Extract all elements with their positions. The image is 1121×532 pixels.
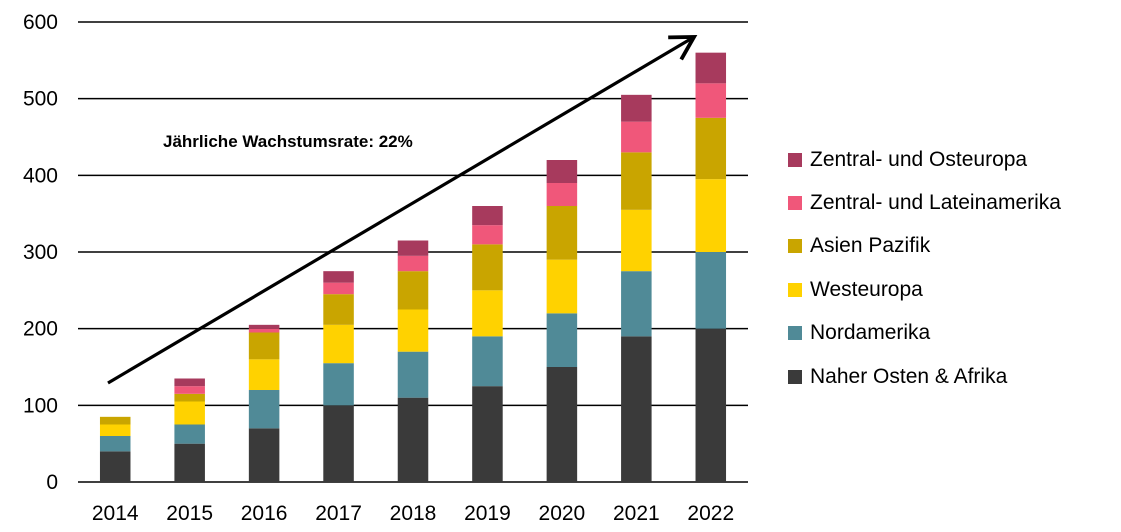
- bar-segment: [248, 324, 280, 329]
- bar-segment: [472, 225, 503, 245]
- x-tick-label: 2018: [390, 502, 437, 525]
- x-tick-label: 2015: [166, 502, 213, 525]
- bar-segment: [695, 328, 727, 482]
- bar-segment: [546, 367, 578, 482]
- bar-segment: [99, 416, 131, 425]
- bar-segment: [621, 152, 652, 210]
- bar-segment: [248, 328, 280, 333]
- legend-label: Naher Osten & Afrika: [810, 364, 1008, 388]
- legend-swatch: [788, 326, 802, 341]
- x-tick-label: 2019: [464, 502, 511, 525]
- bar-segment: [621, 94, 652, 122]
- bar-segment: [248, 359, 280, 390]
- y-tick-label: 200: [23, 318, 58, 341]
- bar-segment: [472, 244, 503, 291]
- bar-segment: [248, 428, 280, 482]
- x-tick-label: 2016: [241, 502, 288, 525]
- legend-item: Asien Pazifik: [788, 225, 1061, 268]
- bar-segment: [323, 282, 354, 295]
- x-tick-label: 2014: [92, 502, 139, 525]
- bar-segment: [546, 206, 578, 260]
- legend: Zentral- und Osteuropa Zentral- und Latei…: [788, 138, 1061, 398]
- legend-item: Westeuropa: [788, 268, 1061, 311]
- bar-segment: [397, 309, 429, 352]
- legend-swatch: [788, 239, 802, 254]
- bar-segment: [695, 52, 727, 84]
- legend-item: Zentral- und Lateinamerika: [788, 181, 1061, 224]
- legend-swatch: [788, 196, 802, 211]
- bar-segment: [99, 436, 131, 452]
- bar-segment: [99, 424, 131, 436]
- bar-segment: [174, 443, 205, 482]
- legend-item: Naher Osten & Afrika: [788, 355, 1061, 398]
- x-axis-ticks: 2014 2015 2016 2017 2018 2019 2020 2021 2022: [92, 502, 734, 525]
- legend-swatch: [788, 369, 802, 384]
- growth-rate-annotation: Jährliche Wachstumsrate: 22%: [163, 132, 413, 151]
- bar-segment: [472, 336, 503, 387]
- bar-segment: [323, 294, 354, 325]
- y-tick-label: 300: [23, 241, 58, 264]
- bar-segment: [546, 259, 578, 314]
- bar-segment: [248, 332, 280, 360]
- bar-segment: [397, 351, 429, 398]
- y-tick-label: 100: [23, 394, 58, 417]
- bar-segment: [472, 290, 503, 337]
- x-tick-label: 2017: [315, 502, 362, 525]
- bar-segment: [397, 240, 429, 256]
- legend-label: Zentral- und Osteuropa: [810, 147, 1028, 171]
- legend-item: Zentral- und Osteuropa: [788, 138, 1061, 181]
- y-tick-label: 400: [23, 164, 58, 187]
- bar-stacks: [99, 52, 727, 482]
- bar-segment: [546, 183, 578, 206]
- bar-segment: [621, 209, 652, 272]
- bar-segment: [323, 405, 354, 482]
- bar-segment: [397, 255, 429, 272]
- bar-segment: [472, 206, 503, 226]
- legend-label: Westeuropa: [810, 277, 923, 301]
- legend-label: Zentral- und Lateinamerika: [810, 191, 1061, 215]
- legend-label: Asien Pazifik: [810, 234, 931, 258]
- legend-item: Nordamerika: [788, 312, 1061, 355]
- bar-segment: [621, 121, 652, 153]
- bar-segment: [695, 252, 727, 329]
- bar-segment: [174, 424, 205, 444]
- bar-segment: [546, 160, 578, 183]
- bar-segment: [621, 336, 652, 482]
- y-tick-label: 600: [23, 11, 58, 34]
- y-axis-ticks: 0 100 200 300 400 500 600: [23, 11, 58, 494]
- x-tick-label: 2020: [539, 502, 586, 525]
- bar-segment: [174, 401, 205, 425]
- bar-segment: [397, 397, 429, 482]
- x-tick-label: 2021: [613, 502, 660, 525]
- growth-arrow: [107, 35, 698, 385]
- bar-segment: [174, 386, 205, 394]
- bar-segment: [621, 271, 652, 337]
- bar-segment: [695, 117, 727, 180]
- bar-segment: [546, 313, 578, 367]
- bar-segment: [323, 324, 354, 364]
- bar-segment: [472, 386, 503, 482]
- bar-segment: [174, 393, 205, 402]
- bar-segment: [397, 271, 429, 310]
- bar-segment: [323, 271, 354, 283]
- legend-label: Nordamerika: [810, 321, 931, 345]
- x-tick-label: 2022: [687, 502, 734, 525]
- bar-segment: [323, 363, 354, 406]
- bar-segment: [695, 83, 727, 118]
- bar-segment: [99, 451, 131, 482]
- y-tick-label: 0: [46, 471, 58, 494]
- bar-segment: [174, 378, 205, 387]
- bar-segment: [248, 390, 280, 429]
- y-tick-label: 500: [23, 88, 58, 111]
- legend-swatch: [788, 282, 802, 297]
- bar-segment: [695, 179, 727, 252]
- legend-swatch: [788, 152, 802, 167]
